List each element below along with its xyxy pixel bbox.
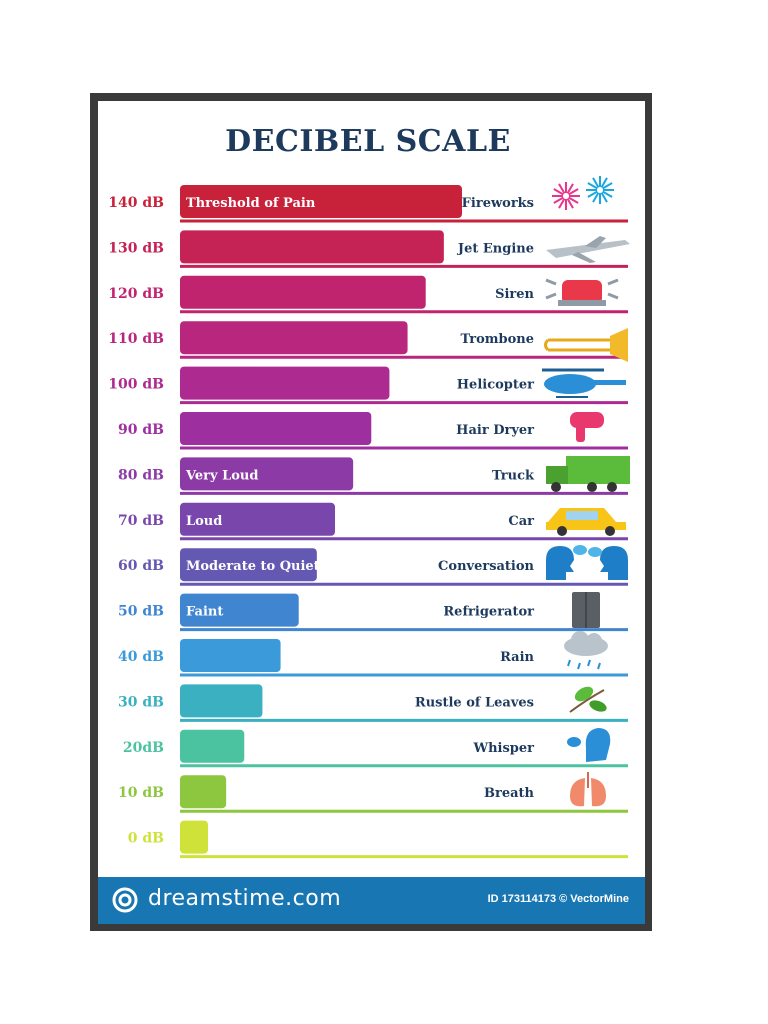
tick-label-3: 110 dB [108,331,164,347]
example-label-12: Whisper [472,741,534,756]
bar-9 [180,593,299,627]
footer-bar: dreamstime.com ID 173114173 © VectorMine [98,877,645,924]
trombone-icon [544,328,628,362]
footer-image-id: ID 173114173 © VectorMine [487,893,629,905]
bar-11 [180,684,263,718]
airplane-icon [546,236,630,263]
tick-label-13: 10 dB [118,785,164,801]
example-label-0: Fireworks [462,196,534,211]
example-label-11: Rustle of Leaves [415,695,534,710]
bar-6 [180,457,354,491]
bar-label-0: Threshold of Pain [186,196,316,211]
example-label-2: Siren [495,287,534,302]
tick-label-9: 50 dB [118,604,164,620]
bar-label-9: Faint [186,605,223,620]
car-icon [546,508,626,536]
example-label-3: Trombone [461,332,535,347]
tick-label-7: 70 dB [118,513,164,529]
tick-label-1: 130 dB [108,240,164,256]
helicopter-icon [542,368,626,398]
example-label-9: Refrigerator [443,605,534,620]
example-label-13: Breath [484,786,535,801]
hair-dryer-icon [570,412,604,442]
tick-label-4: 100 dB [108,377,164,393]
bar-12 [180,729,245,763]
chart-title: DECIBEL SCALE [225,124,511,159]
refrigerator-icon [572,592,600,628]
example-label-10: Rain [500,650,534,665]
bar-2 [180,275,426,309]
example-label-1: Jet Engine [457,241,534,256]
tick-label-8: 60 dB [118,558,164,574]
dreamstime-logo-icon [112,887,138,913]
bar-14 [180,820,208,854]
example-label-4: Helicopter [457,378,534,393]
bar-4 [180,366,390,400]
tick-label-6: 80 dB [118,467,164,483]
fireworks-icon [552,176,614,210]
tick-label-0: 140 dB [108,195,164,211]
tick-label-11: 30 dB [118,694,164,710]
whisper-icon [567,728,611,762]
tick-label-2: 120 dB [108,286,164,302]
tick-label-10: 40 dB [118,649,164,665]
bar-13 [180,775,227,809]
tick-label-14: 0 dB [128,831,164,847]
siren-icon [545,278,619,306]
leaves-icon [569,686,607,713]
bar-label-7: Loud [186,514,222,529]
lungs-icon [570,772,606,807]
tick-label-5: 90 dB [118,422,164,438]
example-label-8: Conversation [438,559,534,574]
bar-1 [180,230,444,264]
bar-label-8: Moderate to Quiet [186,559,320,574]
bar-label-6: Very Loud [185,468,258,483]
bar-0 [180,185,462,218]
example-label-5: Hair Dryer [456,423,534,438]
bar-3 [180,321,408,355]
tick-label-12: 20dB [123,740,164,756]
bar-10 [180,639,281,672]
example-label-7: Car [508,514,534,529]
footer-brand: dreamstime.com [148,886,342,911]
example-label-6: Truck [492,468,535,483]
bar-7 [180,502,335,536]
truck-icon [546,456,630,492]
rain-cloud-icon [564,631,608,670]
bar-8 [180,548,317,582]
conversation-icon [546,545,628,580]
bar-5 [180,412,372,445]
